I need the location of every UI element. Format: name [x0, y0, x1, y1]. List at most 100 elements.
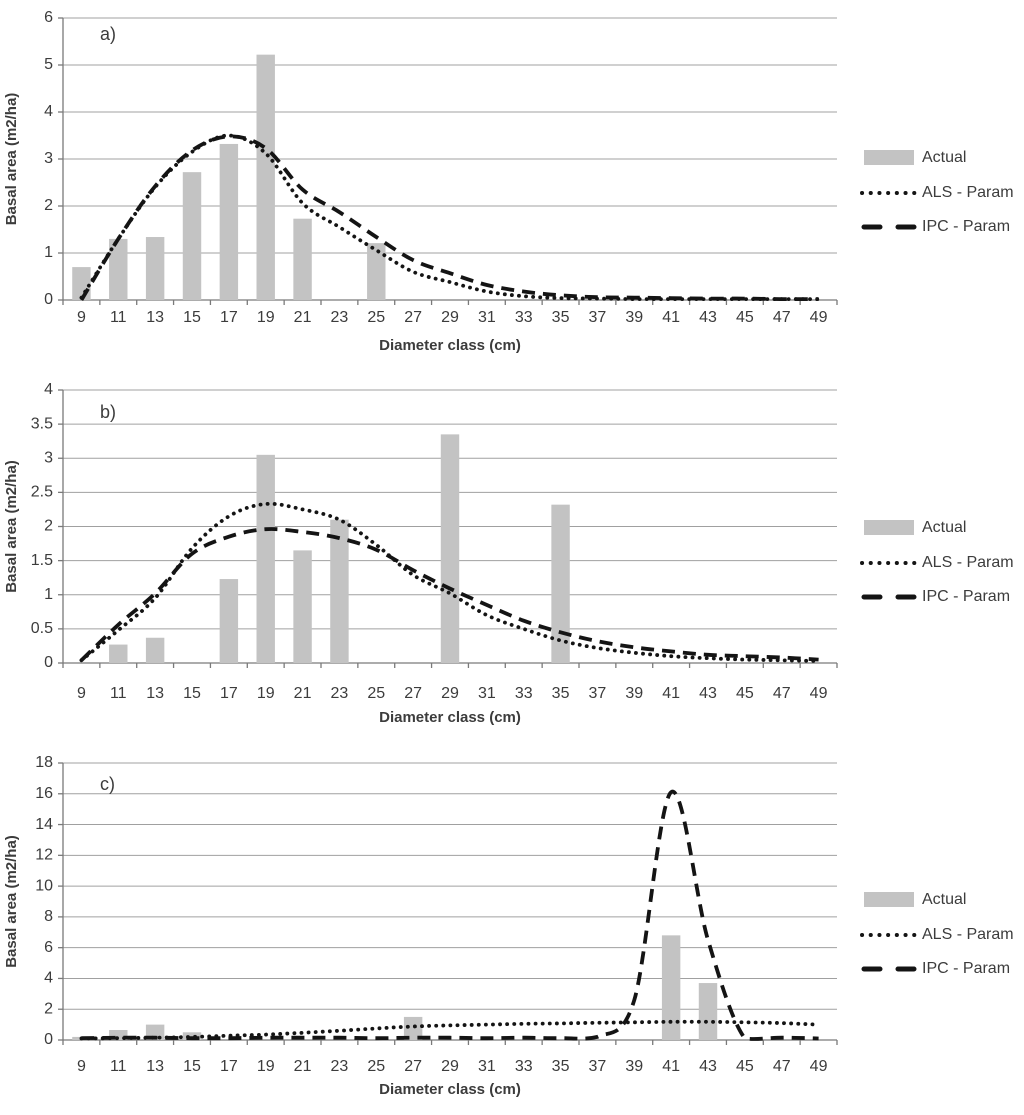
y-tick-label: 2.5 — [31, 484, 53, 501]
x-tick-label: 25 — [367, 1058, 385, 1075]
x-tick-label: 23 — [331, 1058, 349, 1075]
y-tick-label: 6 — [44, 939, 53, 956]
x-axis-title: Diameter class (cm) — [379, 709, 521, 726]
als-param-curve — [79, 501, 821, 663]
chart-c-canvas: 0 2 4 6 8 10 12 14 16 18 9 11 13 15 17 19 21 23 25 27 29 31 33… — [3, 754, 1014, 1098]
x-tick-label: 13 — [146, 1058, 164, 1075]
x-tick-label: 47 — [773, 309, 791, 326]
x-tick-label: 29 — [441, 1058, 459, 1075]
x-tick-label: 21 — [294, 309, 312, 326]
panel-label: a) — [100, 24, 116, 44]
x-tick-label: 13 — [146, 685, 164, 702]
y-tick-label: 1.5 — [31, 552, 53, 569]
bar-actual — [219, 579, 239, 663]
legend-label: IPC - Param — [922, 588, 1010, 605]
y-tick-label: 2 — [44, 1000, 53, 1017]
x-tick-label: 41 — [662, 309, 680, 326]
bar-actual — [330, 519, 349, 663]
x-tick-label: 35 — [552, 685, 570, 702]
x-tick-label: 27 — [404, 685, 422, 702]
y-tick-label: 2 — [44, 518, 53, 535]
bar-actual — [182, 1032, 202, 1040]
y-tick-label: 1 — [44, 586, 53, 603]
legend-swatch-actual — [864, 520, 914, 535]
x-tick-label: 49 — [810, 685, 828, 702]
bar-actual — [551, 504, 570, 663]
x-tick-label: 9 — [77, 309, 86, 326]
bar-actual — [182, 172, 202, 300]
y-tick-label: 10 — [35, 877, 53, 894]
x-tick-label: 13 — [146, 309, 164, 326]
x-tick-label: 21 — [294, 685, 312, 702]
y-tick-label: 0.5 — [31, 620, 53, 637]
x-tick-label: 33 — [515, 685, 533, 702]
x-axis-title: Diameter class (cm) — [379, 337, 521, 354]
y-tick-label: 0 — [44, 1031, 53, 1048]
bar-actual — [698, 983, 718, 1040]
chart-panel-c: 0 2 4 6 8 10 12 14 16 18 9 11 13 15 17 19 21 23 25 27 29 31 33… — [0, 742, 1024, 1115]
panel-label: c) — [100, 774, 115, 794]
bar-actual — [145, 637, 165, 663]
ipc-param-curve — [80, 527, 819, 662]
x-tick-label: 27 — [404, 309, 422, 326]
y-tick-label: 3.5 — [31, 415, 53, 432]
x-tick-label: 11 — [110, 309, 127, 326]
y-tick-label: 2 — [44, 197, 53, 214]
x-tick-label: 39 — [625, 309, 643, 326]
y-axis-title: Basal area (m2/ha) — [3, 835, 20, 968]
y-tick-label: 12 — [35, 847, 53, 864]
x-tick-label: 49 — [810, 309, 828, 326]
x-tick-label: 41 — [662, 685, 680, 702]
chart-b-canvas: 00.511.522.533.549 11 13 15 17 19 21 23 25 27 29 31… — [3, 381, 1014, 726]
x-tick-label: 9 — [77, 1058, 86, 1075]
ipc-param-curve — [79, 134, 819, 301]
bar-actual — [367, 243, 386, 300]
x-tick-label: 19 — [257, 685, 275, 702]
legend-label: Actual — [922, 519, 966, 536]
panel-label: b) — [100, 402, 116, 422]
x-tick-label: 25 — [367, 685, 385, 702]
legend-label: Actual — [922, 891, 966, 908]
y-tick-label: 0 — [44, 291, 53, 308]
x-tick-label: 27 — [404, 1058, 422, 1075]
x-tick-label: 19 — [257, 309, 275, 326]
x-tick-label: 17 — [220, 685, 238, 702]
x-tick-label: 9 — [77, 685, 86, 702]
x-tick-label: 31 — [478, 685, 496, 702]
y-tick-label: 14 — [35, 816, 53, 833]
x-tick-label: 45 — [736, 685, 754, 702]
bar-actual — [109, 1029, 128, 1040]
bar-actual — [219, 143, 239, 300]
legend-label: ALS - Param — [922, 926, 1014, 943]
y-tick-label: 3 — [44, 449, 53, 466]
x-tick-label: 11 — [110, 1058, 127, 1075]
legend-label: Actual — [922, 149, 966, 166]
x-tick-label: 43 — [699, 1058, 717, 1075]
x-tick-label: 37 — [589, 685, 607, 702]
y-tick-label: 4 — [44, 103, 53, 120]
y-tick-label: 3 — [44, 150, 53, 167]
x-tick-label: 11 — [110, 685, 127, 702]
y-tick-label: 0 — [44, 654, 53, 671]
y-tick-label: 5 — [44, 56, 53, 73]
x-tick-label: 49 — [810, 1058, 828, 1075]
bar-actual — [109, 644, 128, 663]
bar-actual — [145, 237, 165, 300]
x-tick-label: 45 — [736, 309, 754, 326]
x-tick-label: 15 — [183, 309, 201, 326]
x-tick-label: 41 — [662, 1058, 680, 1075]
bar-actual — [440, 434, 460, 663]
legend-swatch-actual — [864, 892, 914, 907]
y-axis-title: Basal area (m2/ha) — [3, 93, 20, 226]
y-tick-label: 8 — [44, 908, 53, 925]
ipc-param-curve — [81, 790, 819, 1041]
x-tick-label: 47 — [773, 685, 791, 702]
y-axis-title: Basal area (m2/ha) — [3, 460, 20, 593]
als-param-curve — [79, 1019, 821, 1041]
bar-actual — [256, 454, 275, 663]
x-tick-label: 29 — [441, 309, 459, 326]
bar-actual — [72, 267, 91, 300]
y-tick-label: 16 — [35, 785, 53, 802]
